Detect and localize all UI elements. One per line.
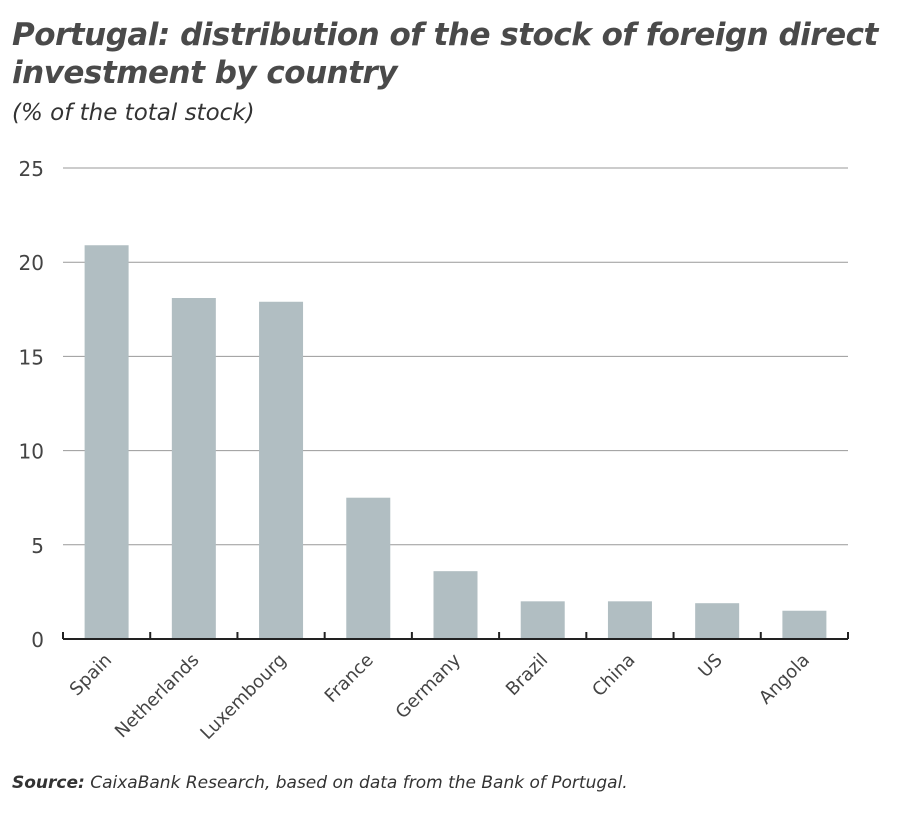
bar-spain (84, 245, 129, 639)
bar-netherlands (171, 297, 216, 639)
bar-luxembourg (259, 301, 304, 639)
x-tick-label: China (588, 650, 639, 701)
y-tick-label: 5 (31, 534, 44, 558)
x-tick-label: France (321, 650, 378, 707)
x-tick-label: Brazil (502, 650, 552, 700)
chart-subtitle: (% of the total stock) (12, 100, 255, 126)
y-tick-label: 10 (19, 440, 44, 464)
y-tick-label: 15 (19, 345, 44, 369)
bar-us (695, 603, 740, 639)
bar-germany (433, 571, 478, 639)
x-tick-label: Germany (392, 649, 466, 723)
bar-france (346, 497, 391, 639)
chart-title: Portugal: distribution of the stock of f… (12, 17, 878, 91)
x-tick-label: Luxembourg (196, 650, 290, 744)
x-tick-label: Spain (66, 650, 116, 700)
source-label: Source: (12, 773, 85, 793)
bar-angola (782, 610, 827, 639)
x-tick-label: Netherlands (111, 650, 203, 742)
bar-brazil (520, 601, 565, 639)
y-tick-label: 25 (19, 157, 44, 181)
y-tick-label: 0 (31, 628, 44, 652)
source-note: Source: CaixaBank Research, based on dat… (12, 773, 628, 793)
x-tick-label: Angola (755, 650, 814, 709)
bar-china (607, 601, 652, 639)
source-text: CaixaBank Research, based on data from t… (84, 773, 628, 793)
y-tick-label: 20 (19, 251, 44, 275)
x-tick-label: US (694, 650, 726, 682)
